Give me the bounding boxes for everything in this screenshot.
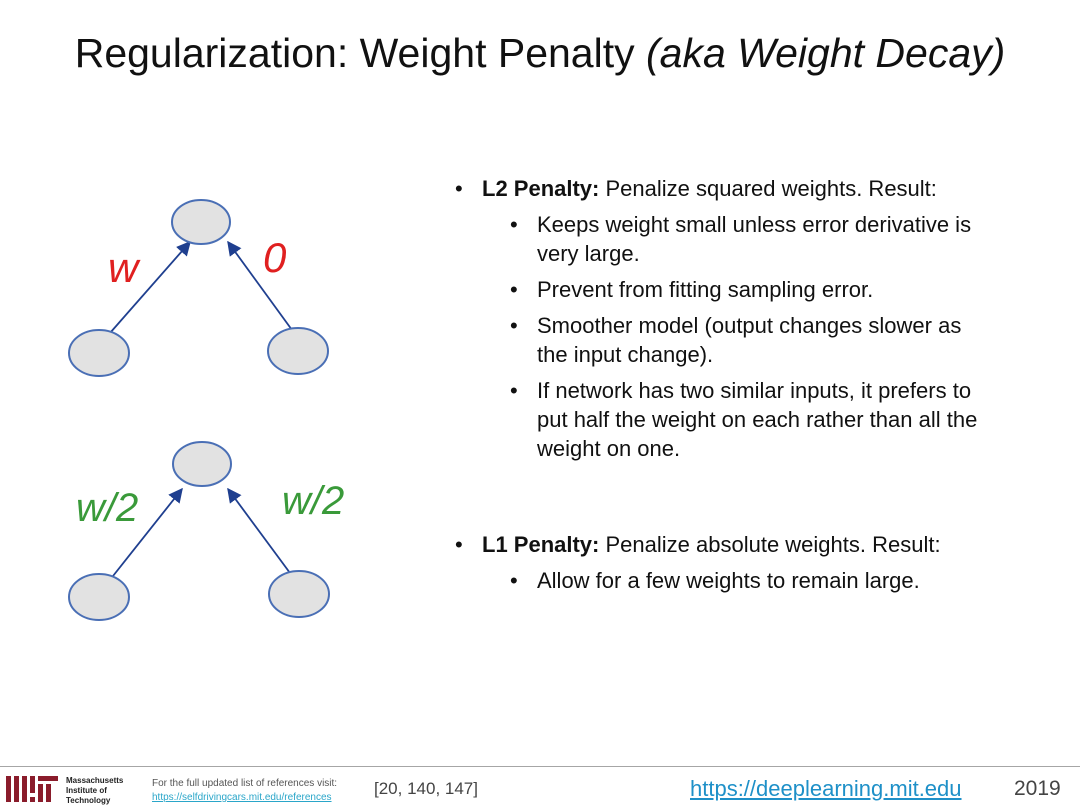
mit-name-line: Massachusetts bbox=[66, 776, 124, 785]
subbullet-prevent-fitting: • Prevent from fitting sampling error. bbox=[455, 275, 1065, 304]
bullet-dot: • bbox=[455, 532, 463, 557]
bullet-content: • L2 Penalty: Penalize squared weights. … bbox=[455, 174, 1065, 595]
subbullet-line: Allow for a few weights to remain large. bbox=[537, 568, 920, 593]
mit-name-line: Institute of bbox=[66, 786, 107, 795]
subbullet-line: Keeps weight small unless error derivati… bbox=[537, 212, 972, 237]
arrow-top-left bbox=[109, 240, 191, 334]
node-bottom-input-left bbox=[68, 573, 130, 621]
l1-penalty-label: L1 Penalty: bbox=[482, 532, 600, 557]
subbullet-line: the input change). bbox=[537, 342, 714, 367]
footer-divider bbox=[0, 766, 1080, 767]
subbullet-line: put half the weight on each rather than … bbox=[537, 407, 978, 432]
weight-label-w-half-right: w/2 bbox=[282, 479, 344, 523]
weight-label-w: w bbox=[108, 244, 141, 291]
bullet-dot: • bbox=[510, 277, 518, 302]
arrow-bottom-left bbox=[112, 487, 183, 577]
bullet-l1-penalty: • L1 Penalty: Penalize absolute weights.… bbox=[455, 530, 1065, 559]
subbullet-line: very large. bbox=[537, 241, 640, 266]
node-top-input-left bbox=[68, 329, 130, 377]
l2-penalty-label: L2 Penalty: bbox=[482, 176, 600, 201]
node-bottom-input-right bbox=[268, 570, 330, 618]
mit-name: Massachusetts Institute of Technology bbox=[66, 776, 123, 806]
bullet-dot: • bbox=[510, 313, 518, 338]
slide-title: Regularization: Weight Penalty (aka Weig… bbox=[0, 30, 1080, 77]
bullet-dot: • bbox=[510, 568, 518, 593]
course-website-link[interactable]: https://deeplearning.mit.edu bbox=[690, 776, 962, 801]
subbullet-smoother-model: • Smoother model (output changes slower … bbox=[455, 311, 1065, 369]
subbullet-line: weight on one. bbox=[537, 436, 681, 461]
subbullet-line: If network has two similar inputs, it pr… bbox=[537, 378, 972, 403]
arrow-top-right bbox=[227, 240, 293, 331]
node-top-input-right bbox=[267, 327, 329, 375]
subbullet-line: Smoother model (output changes slower as bbox=[537, 313, 962, 338]
bullet-dot: • bbox=[455, 176, 463, 201]
references-link[interactable]: https://selfdrivingcars.mit.edu/referenc… bbox=[152, 792, 332, 803]
arrow-bottom-right bbox=[227, 487, 291, 574]
citations: [20, 140, 147] bbox=[374, 779, 478, 798]
subbullet-line: Prevent from fitting sampling error. bbox=[537, 277, 874, 302]
bullet-dot: • bbox=[510, 378, 518, 403]
bullet-dot: • bbox=[510, 212, 518, 237]
year: 2019 bbox=[1014, 777, 1061, 800]
l2-penalty-text: Penalize squared weights. Result: bbox=[605, 176, 937, 201]
subbullet-keeps-weight-small: • Keeps weight small unless error deriva… bbox=[455, 210, 1065, 268]
subbullet-allow-few-weights: • Allow for a few weights to remain larg… bbox=[455, 566, 1065, 595]
references-note: For the full updated list of references … bbox=[152, 778, 338, 789]
weight-label-zero: 0 bbox=[263, 234, 287, 281]
weight-label-w-half-left: w/2 bbox=[76, 486, 138, 530]
node-top-output bbox=[171, 199, 231, 245]
title-main: Regularization: Weight Penalty bbox=[74, 30, 646, 76]
bullet-l2-penalty: • L2 Penalty: Penalize squared weights. … bbox=[455, 174, 1065, 203]
node-bottom-output bbox=[172, 441, 232, 487]
title-italic: (aka Weight Decay) bbox=[646, 30, 1006, 76]
mit-name-line: Technology bbox=[66, 796, 111, 805]
l1-penalty-text: Penalize absolute weights. Result: bbox=[605, 532, 941, 557]
mit-logo bbox=[6, 776, 58, 802]
subbullet-similar-inputs: • If network has two similar inputs, it … bbox=[455, 376, 1065, 463]
